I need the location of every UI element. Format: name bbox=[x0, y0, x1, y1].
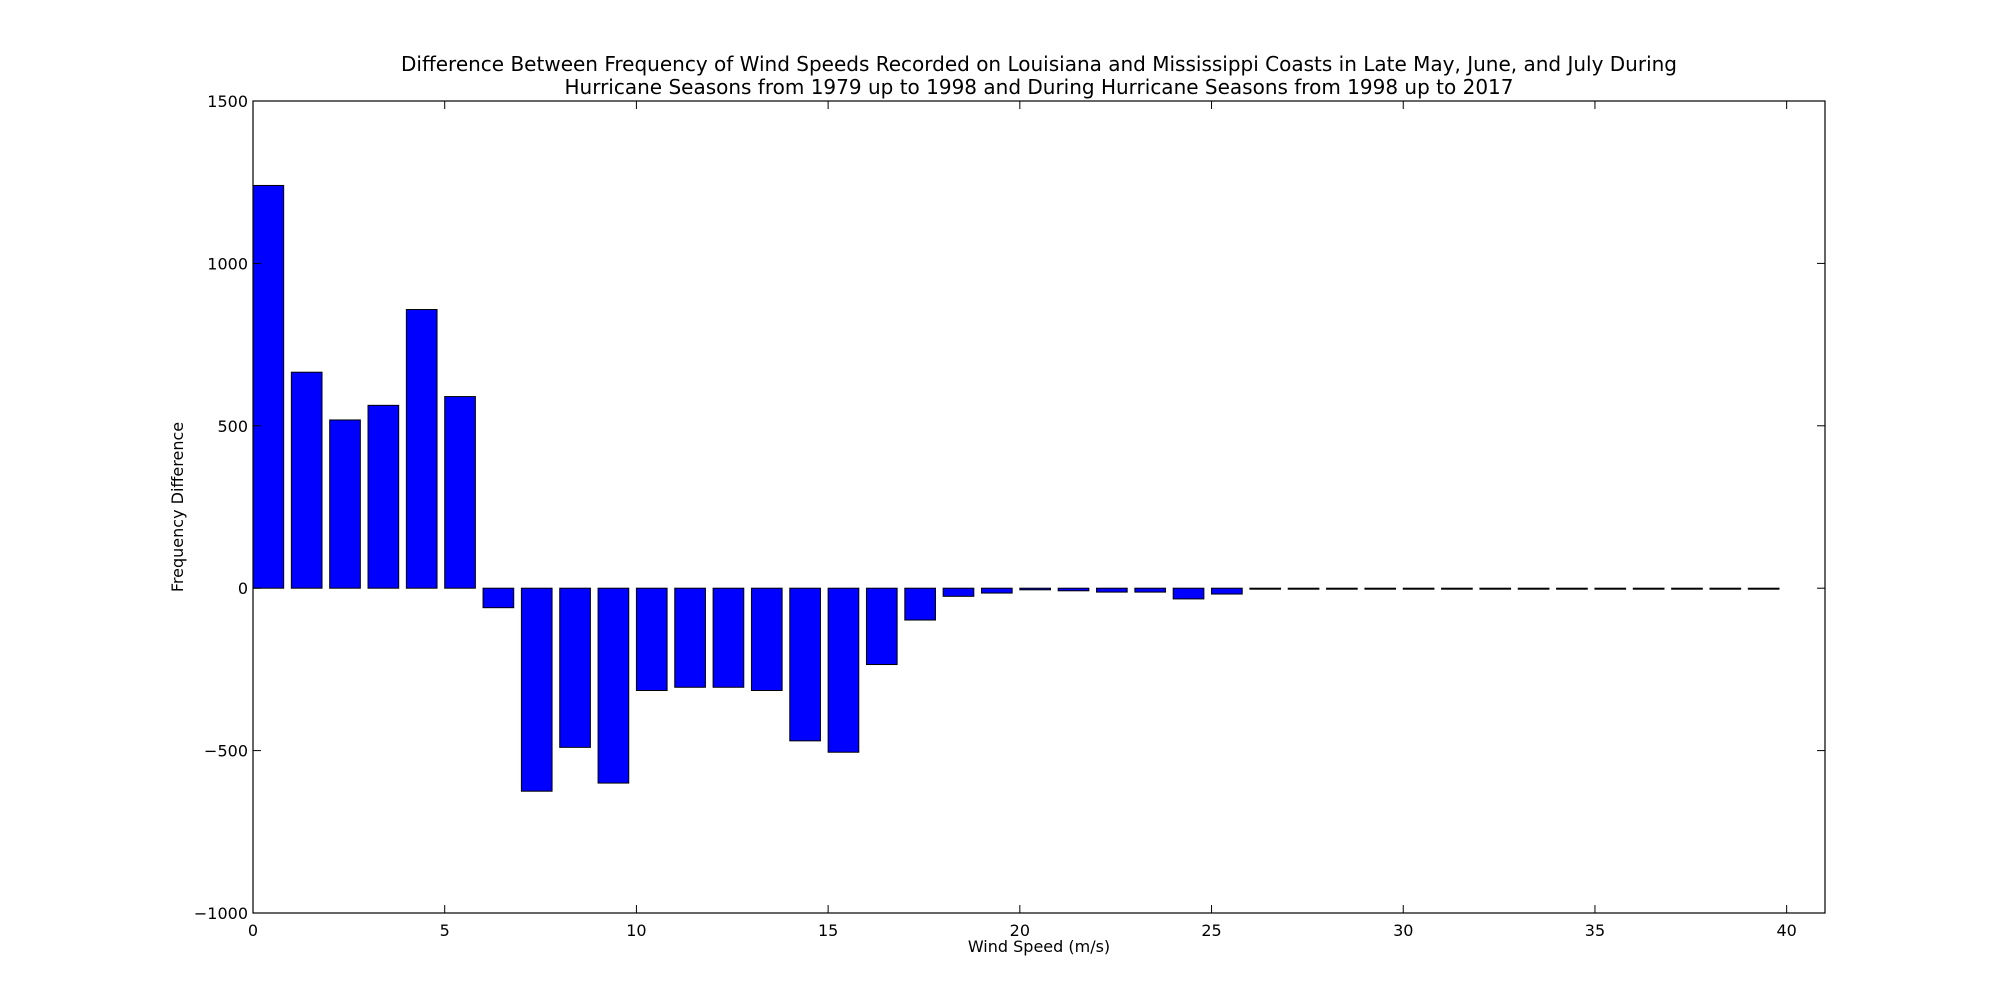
bar-33 bbox=[1517, 587, 1550, 590]
bar-16 bbox=[865, 587, 898, 666]
ticks-group: 0 5 10 15 20 25 30 35 40 1500 1000 500 0 −500 −1000 bbox=[194, 92, 1825, 940]
bar-7 bbox=[520, 587, 553, 792]
y-tick-label: 1500 bbox=[207, 92, 248, 111]
bar-31 bbox=[1441, 587, 1473, 590]
x-tick-label: 25 bbox=[1201, 921, 1221, 940]
bar-3 bbox=[367, 404, 400, 589]
bar-8 bbox=[559, 587, 591, 748]
bar-19 bbox=[980, 587, 1013, 594]
bar-12 bbox=[712, 587, 745, 688]
bar-25 bbox=[1211, 587, 1243, 595]
bar-6 bbox=[482, 587, 515, 609]
bar-22 bbox=[1096, 587, 1128, 593]
bar-10 bbox=[635, 587, 668, 692]
bar-18 bbox=[942, 587, 975, 597]
bar-28 bbox=[1326, 587, 1358, 590]
x-tick-label: 0 bbox=[248, 921, 258, 940]
x-axis-label: Wind Speed (m/s) bbox=[968, 937, 1110, 956]
bar-27 bbox=[1287, 587, 1320, 590]
bar-35 bbox=[1594, 587, 1627, 590]
bar-14 bbox=[789, 587, 821, 742]
bar-36 bbox=[1632, 587, 1665, 590]
bar-29 bbox=[1364, 587, 1397, 590]
x-tick-label: 35 bbox=[1585, 921, 1605, 940]
bar-34 bbox=[1556, 587, 1588, 590]
x-tick-label: 15 bbox=[818, 921, 838, 940]
y-tick-label: −1000 bbox=[194, 904, 248, 923]
bars-group bbox=[252, 184, 1780, 792]
bar-30 bbox=[1402, 587, 1435, 590]
bar-1 bbox=[290, 371, 323, 589]
plot-frame bbox=[252, 100, 1826, 914]
bar-38 bbox=[1709, 587, 1742, 590]
bar-17 bbox=[904, 587, 936, 621]
x-tick-label: 20 bbox=[1010, 921, 1030, 940]
y-tick-label: 500 bbox=[217, 417, 248, 436]
y-tick-label: −500 bbox=[204, 742, 248, 761]
bar-2 bbox=[329, 419, 361, 589]
bar-37 bbox=[1671, 587, 1703, 590]
bar-4 bbox=[405, 309, 438, 589]
y-tick-label: 1000 bbox=[207, 254, 248, 273]
bar-5 bbox=[444, 396, 476, 589]
bar-24 bbox=[1172, 587, 1205, 600]
bar-39 bbox=[1747, 587, 1780, 590]
x-tick-label: 40 bbox=[1776, 921, 1796, 940]
bar-20 bbox=[1019, 587, 1052, 591]
bar-21 bbox=[1057, 587, 1090, 592]
x-tick-label: 5 bbox=[440, 921, 450, 940]
bar-11 bbox=[674, 587, 706, 688]
bar-32 bbox=[1479, 587, 1512, 590]
x-tick-label: 10 bbox=[626, 921, 646, 940]
chart-title-line-2: Hurricane Seasons from 1979 up to 1998 a… bbox=[564, 75, 1513, 99]
bar-23 bbox=[1134, 587, 1167, 593]
bar-15 bbox=[827, 587, 860, 753]
y-axis-label: Frequency Difference bbox=[168, 422, 187, 592]
bar-0 bbox=[252, 184, 285, 589]
x-tick-label: 30 bbox=[1393, 921, 1413, 940]
bar-9 bbox=[597, 587, 630, 784]
bar-26 bbox=[1249, 587, 1282, 590]
bar-13 bbox=[750, 587, 783, 692]
y-tick-label: 0 bbox=[238, 579, 248, 598]
chart-title-line-1: Difference Between Frequency of Wind Spe… bbox=[401, 52, 1677, 76]
